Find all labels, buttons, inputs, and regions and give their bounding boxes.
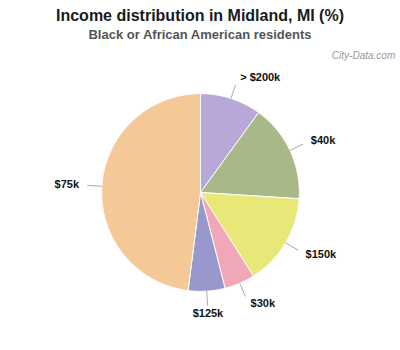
svg-text:$150k: $150k [306,248,337,260]
svg-text:$30k: $30k [251,297,276,309]
svg-text:$40k: $40k [311,134,336,146]
svg-text:$125k: $125k [193,307,224,319]
svg-text:City-Data.com: City-Data.com [332,50,395,61]
svg-text:> $200k: > $200k [240,71,281,83]
html-text:Black or African American resi: Black or African American residents [88,27,312,42]
svg-text:$75k: $75k [55,178,80,190]
html-text:Income distribution in Midland: Income distribution in Midland, MI (%) [56,7,344,24]
